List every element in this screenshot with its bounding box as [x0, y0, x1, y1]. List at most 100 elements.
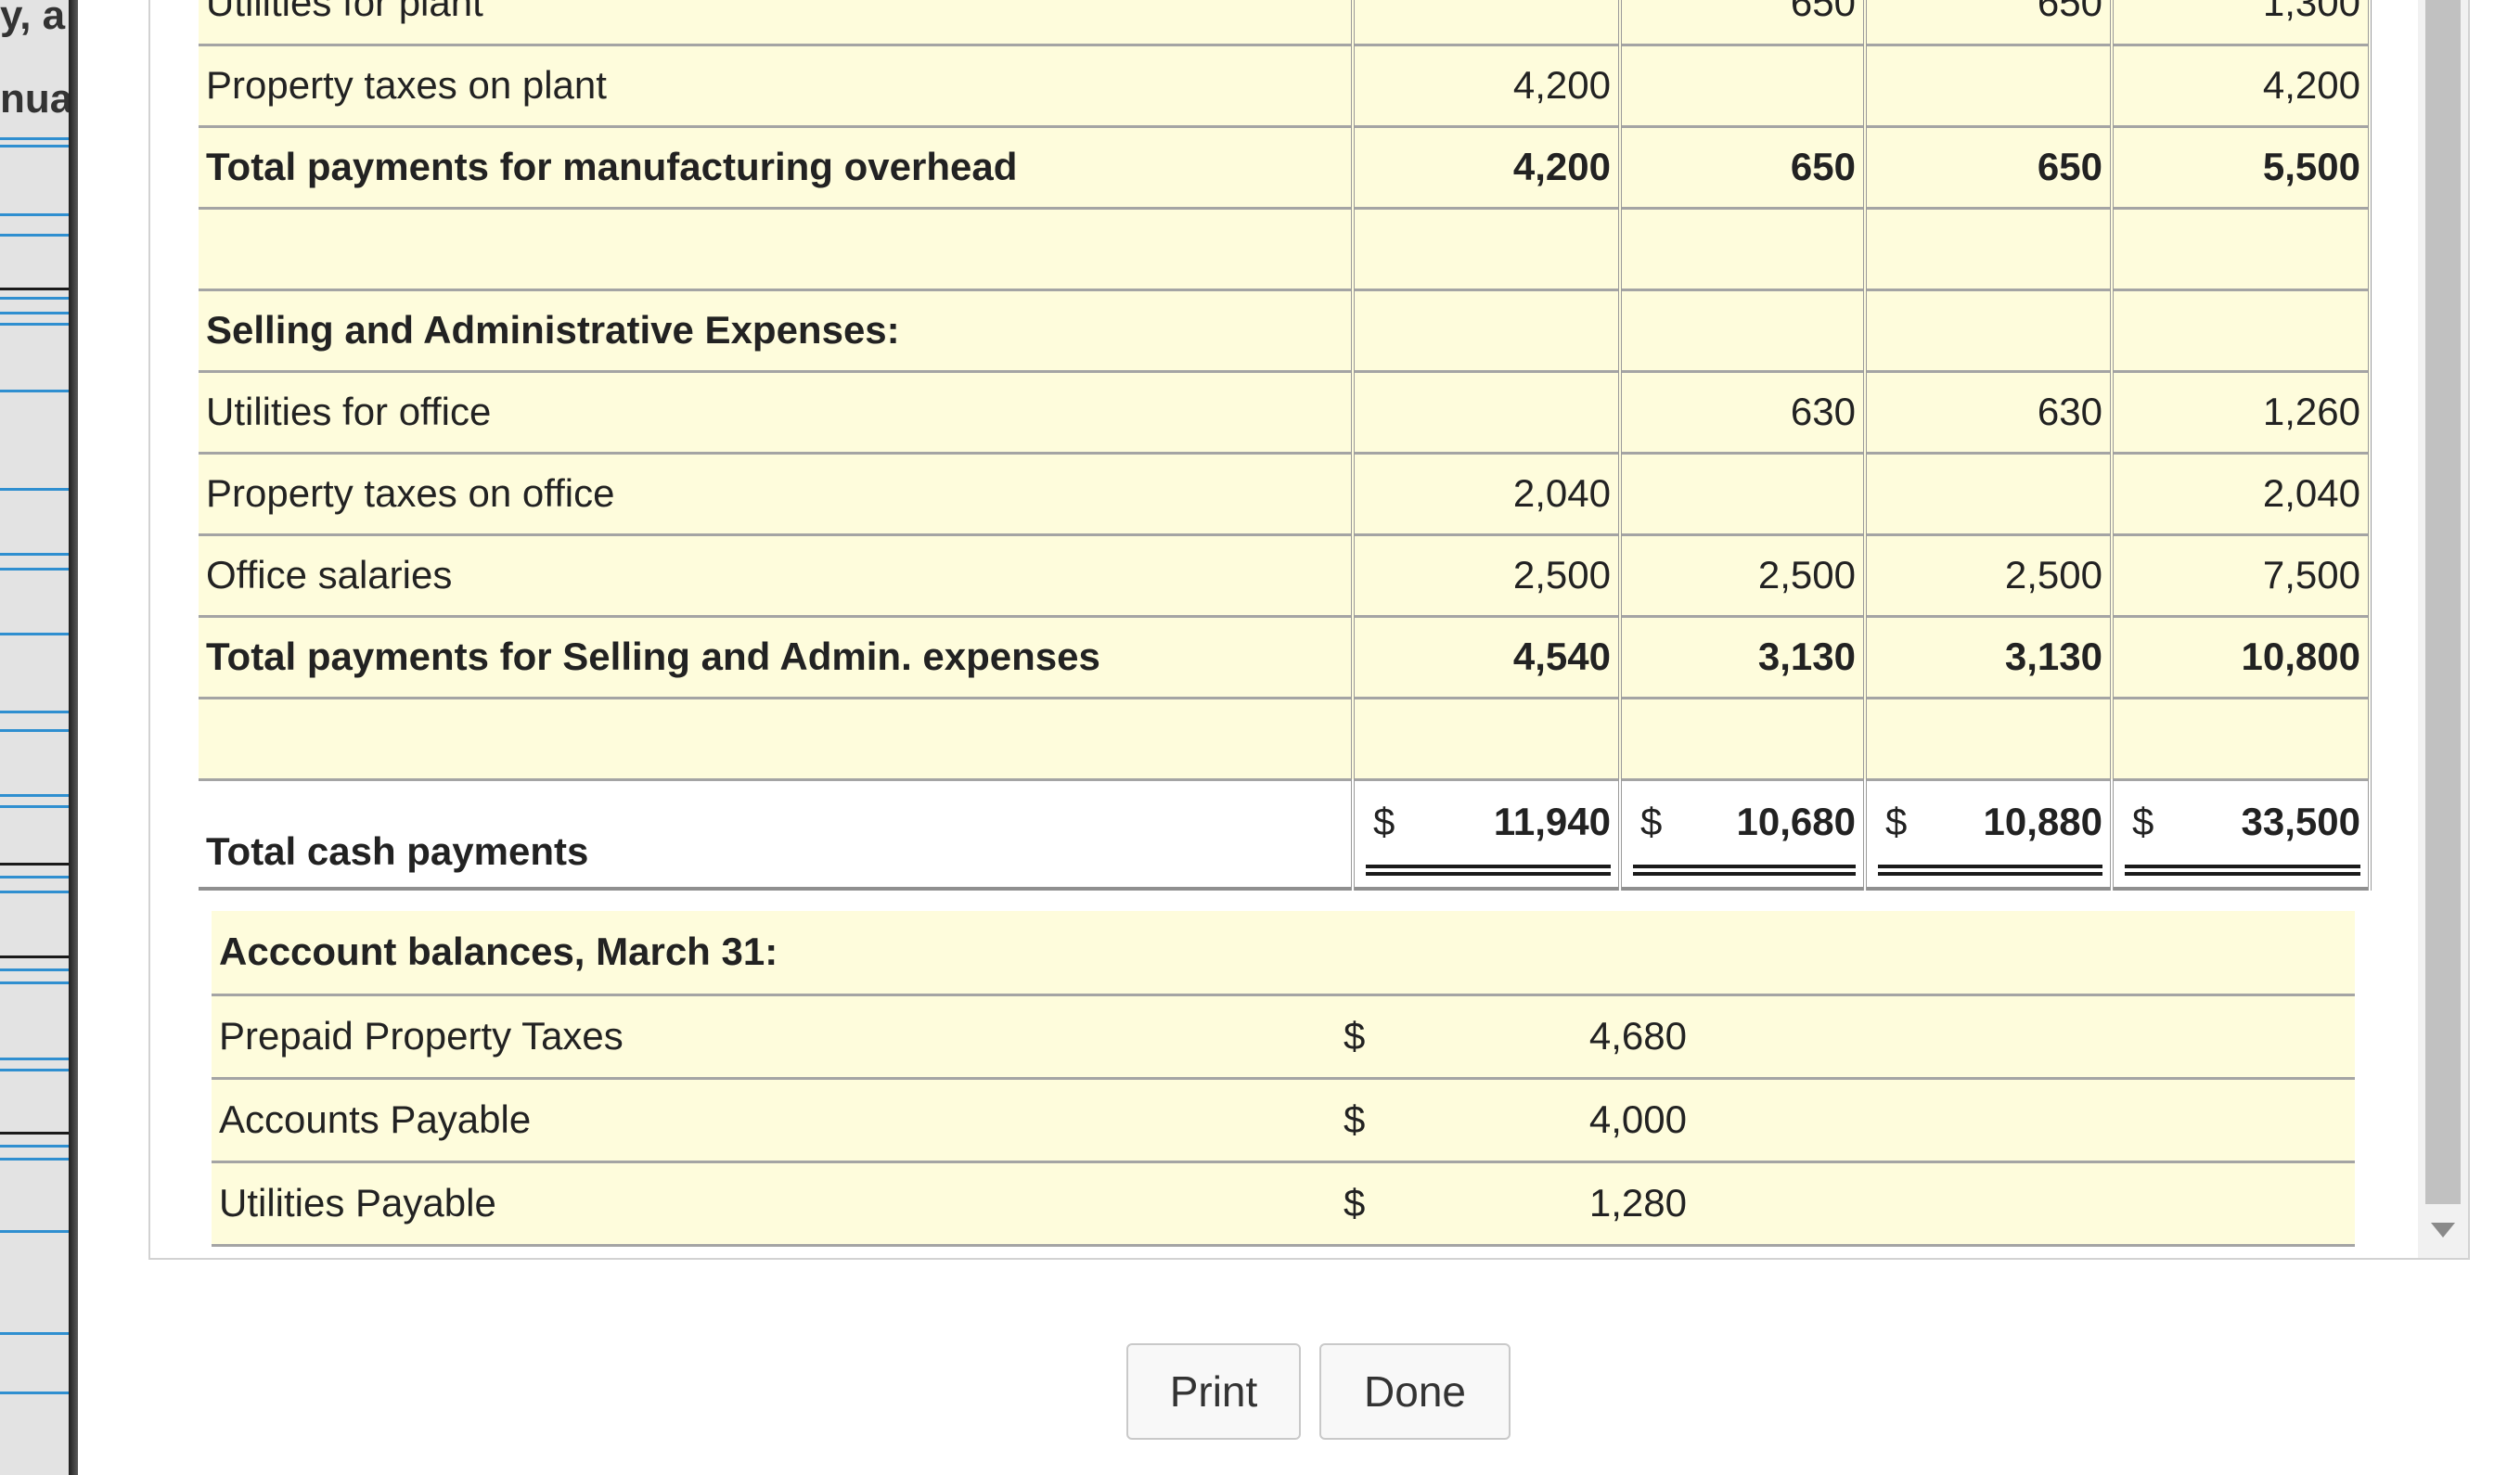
- month-1-cell: [1351, 208, 1622, 291]
- month-2-cell: [1618, 208, 1867, 291]
- done-button[interactable]: Done: [1319, 1343, 1511, 1440]
- background-line: [0, 1058, 69, 1060]
- month-1-cell: 2,500: [1351, 534, 1622, 618]
- balance-value: 4,680: [1436, 994, 1696, 1080]
- background-line: [0, 1069, 69, 1071]
- month-2-cell: 2,500: [1618, 534, 1867, 618]
- background-line: [0, 981, 69, 984]
- schedule-dialog: Utilities for plant 650 650 1,300 Property t…: [78, 0, 2520, 1475]
- table-row: Utilities for office 630 630 1,260: [199, 371, 2372, 455]
- table-row: [199, 698, 2372, 781]
- month-3-cell: [1863, 289, 2114, 373]
- empty-cell: [1696, 1078, 2356, 1163]
- table-row: Utilities for plant 650 650 1,300: [199, 0, 2372, 46]
- scrollbar-thumb[interactable]: [2425, 0, 2461, 1204]
- account-balances-table: Acccount balances, March 31: Prepaid Prop…: [212, 911, 2356, 1247]
- month-3-cell: [1863, 45, 2114, 128]
- background-line: [0, 711, 69, 713]
- background-line: [0, 553, 69, 556]
- quarter-total-cell: 1,260: [2110, 371, 2372, 455]
- month-1-cell: 4,200: [1351, 45, 1622, 128]
- month-1-cell: 4,200: [1351, 126, 1622, 210]
- row-label: Property taxes on plant: [199, 45, 1353, 128]
- currency-symbol: $: [1344, 1161, 1436, 1247]
- balance-label: Utilities Payable: [212, 1161, 1344, 1247]
- background-line: [0, 1145, 69, 1148]
- vertical-scrollbar[interactable]: [2418, 0, 2468, 1258]
- month-2-cell: [1618, 453, 1867, 536]
- empty-cell: [1696, 1161, 2356, 1247]
- month-3-total-cell: $10,880: [1863, 779, 2114, 891]
- balance-label: Accounts Payable: [212, 1078, 1344, 1163]
- month-1-cell: [1351, 698, 1622, 781]
- row-label: [199, 698, 1353, 781]
- quarter-total-cell: [2110, 698, 2372, 781]
- month-3-cell: [1863, 208, 2114, 291]
- month-2-cell: [1618, 289, 1867, 373]
- background-line: [0, 1332, 69, 1335]
- balances-heading: Acccount balances, March 31:: [212, 911, 2356, 996]
- table-row: Accounts Payable $4,000: [212, 1078, 2356, 1163]
- row-label: Total cash payments: [199, 779, 1353, 891]
- month-3-cell: [1863, 453, 2114, 536]
- month-1-cell: 4,540: [1351, 616, 1622, 699]
- row-label: Total payments for Selling and Admin. ex…: [199, 616, 1353, 699]
- table-row: Total payments for manufacturing overhea…: [199, 126, 2372, 210]
- balance-label: Prepaid Property Taxes: [212, 994, 1344, 1080]
- cash-payments-table: Utilities for plant 650 650 1,300 Property t…: [199, 0, 2372, 891]
- background-line: [0, 137, 69, 140]
- row-label: Utilities for office: [199, 371, 1353, 455]
- balance-value: 4,000: [1436, 1078, 1696, 1163]
- quarter-total-cell: 7,500: [2110, 534, 2372, 618]
- currency-symbol: $: [1885, 799, 1908, 843]
- print-button[interactable]: Print: [1126, 1343, 1301, 1440]
- background-line: [0, 1392, 69, 1394]
- double-underline: [2125, 865, 2360, 876]
- table-row: [199, 208, 2372, 291]
- background-line: [0, 805, 69, 808]
- total-value: 10,680: [1736, 799, 1856, 843]
- month-2-cell: 650: [1618, 0, 1867, 46]
- row-label: [199, 208, 1353, 291]
- quarter-total-cell: $33,500: [2110, 779, 2372, 891]
- double-underline: [1633, 865, 1856, 876]
- quarter-total-cell: 1,300: [2110, 0, 2372, 46]
- month-1-total-cell: $11,940: [1351, 779, 1622, 891]
- row-label: Property taxes on office: [199, 453, 1353, 536]
- scroll-panel[interactable]: Utilities for plant 650 650 1,300 Property t…: [148, 0, 2470, 1260]
- quarter-total-cell: 4,200: [2110, 45, 2372, 128]
- background-line: [0, 568, 69, 571]
- background-line: [0, 288, 69, 290]
- background-text-fragment: nua: [0, 76, 69, 122]
- balances-heading-row: Acccount balances, March 31:: [212, 911, 2356, 996]
- currency-symbol: $: [1344, 1078, 1436, 1163]
- row-label: Office salaries: [199, 534, 1353, 618]
- triangle-down-icon[interactable]: [2431, 1223, 2455, 1238]
- month-2-cell: 630: [1618, 371, 1867, 455]
- background-line: [0, 390, 69, 392]
- table-row: Selling and Administrative Expenses:: [199, 289, 2372, 373]
- month-1-cell: [1351, 0, 1622, 46]
- background-line: [0, 956, 69, 958]
- total-value: 10,880: [1983, 799, 2102, 843]
- table-row: Prepaid Property Taxes $4,680: [212, 994, 2356, 1080]
- background-line: [0, 145, 69, 148]
- total-value: 11,940: [1493, 799, 1611, 843]
- month-2-cell: 3,130: [1618, 616, 1867, 699]
- background-line: [0, 488, 69, 491]
- background-line: [0, 633, 69, 635]
- currency-symbol: $: [1344, 994, 1436, 1080]
- currency-symbol: $: [1373, 799, 1395, 843]
- month-3-cell: 2,500: [1863, 534, 2114, 618]
- background-line: [0, 213, 69, 216]
- double-underline: [1878, 865, 2102, 876]
- table-row: Total payments for Selling and Admin. ex…: [199, 616, 2372, 699]
- currency-symbol: $: [1640, 799, 1663, 843]
- total-value: 33,500: [2241, 799, 2360, 843]
- background-line: [0, 794, 69, 797]
- table-row: Utilities Payable $1,280: [212, 1161, 2356, 1247]
- month-3-cell: 630: [1863, 371, 2114, 455]
- row-label: Utilities for plant: [199, 0, 1353, 46]
- background-page-strip: y, a nua: [0, 0, 69, 1475]
- quarter-total-cell: 10,800: [2110, 616, 2372, 699]
